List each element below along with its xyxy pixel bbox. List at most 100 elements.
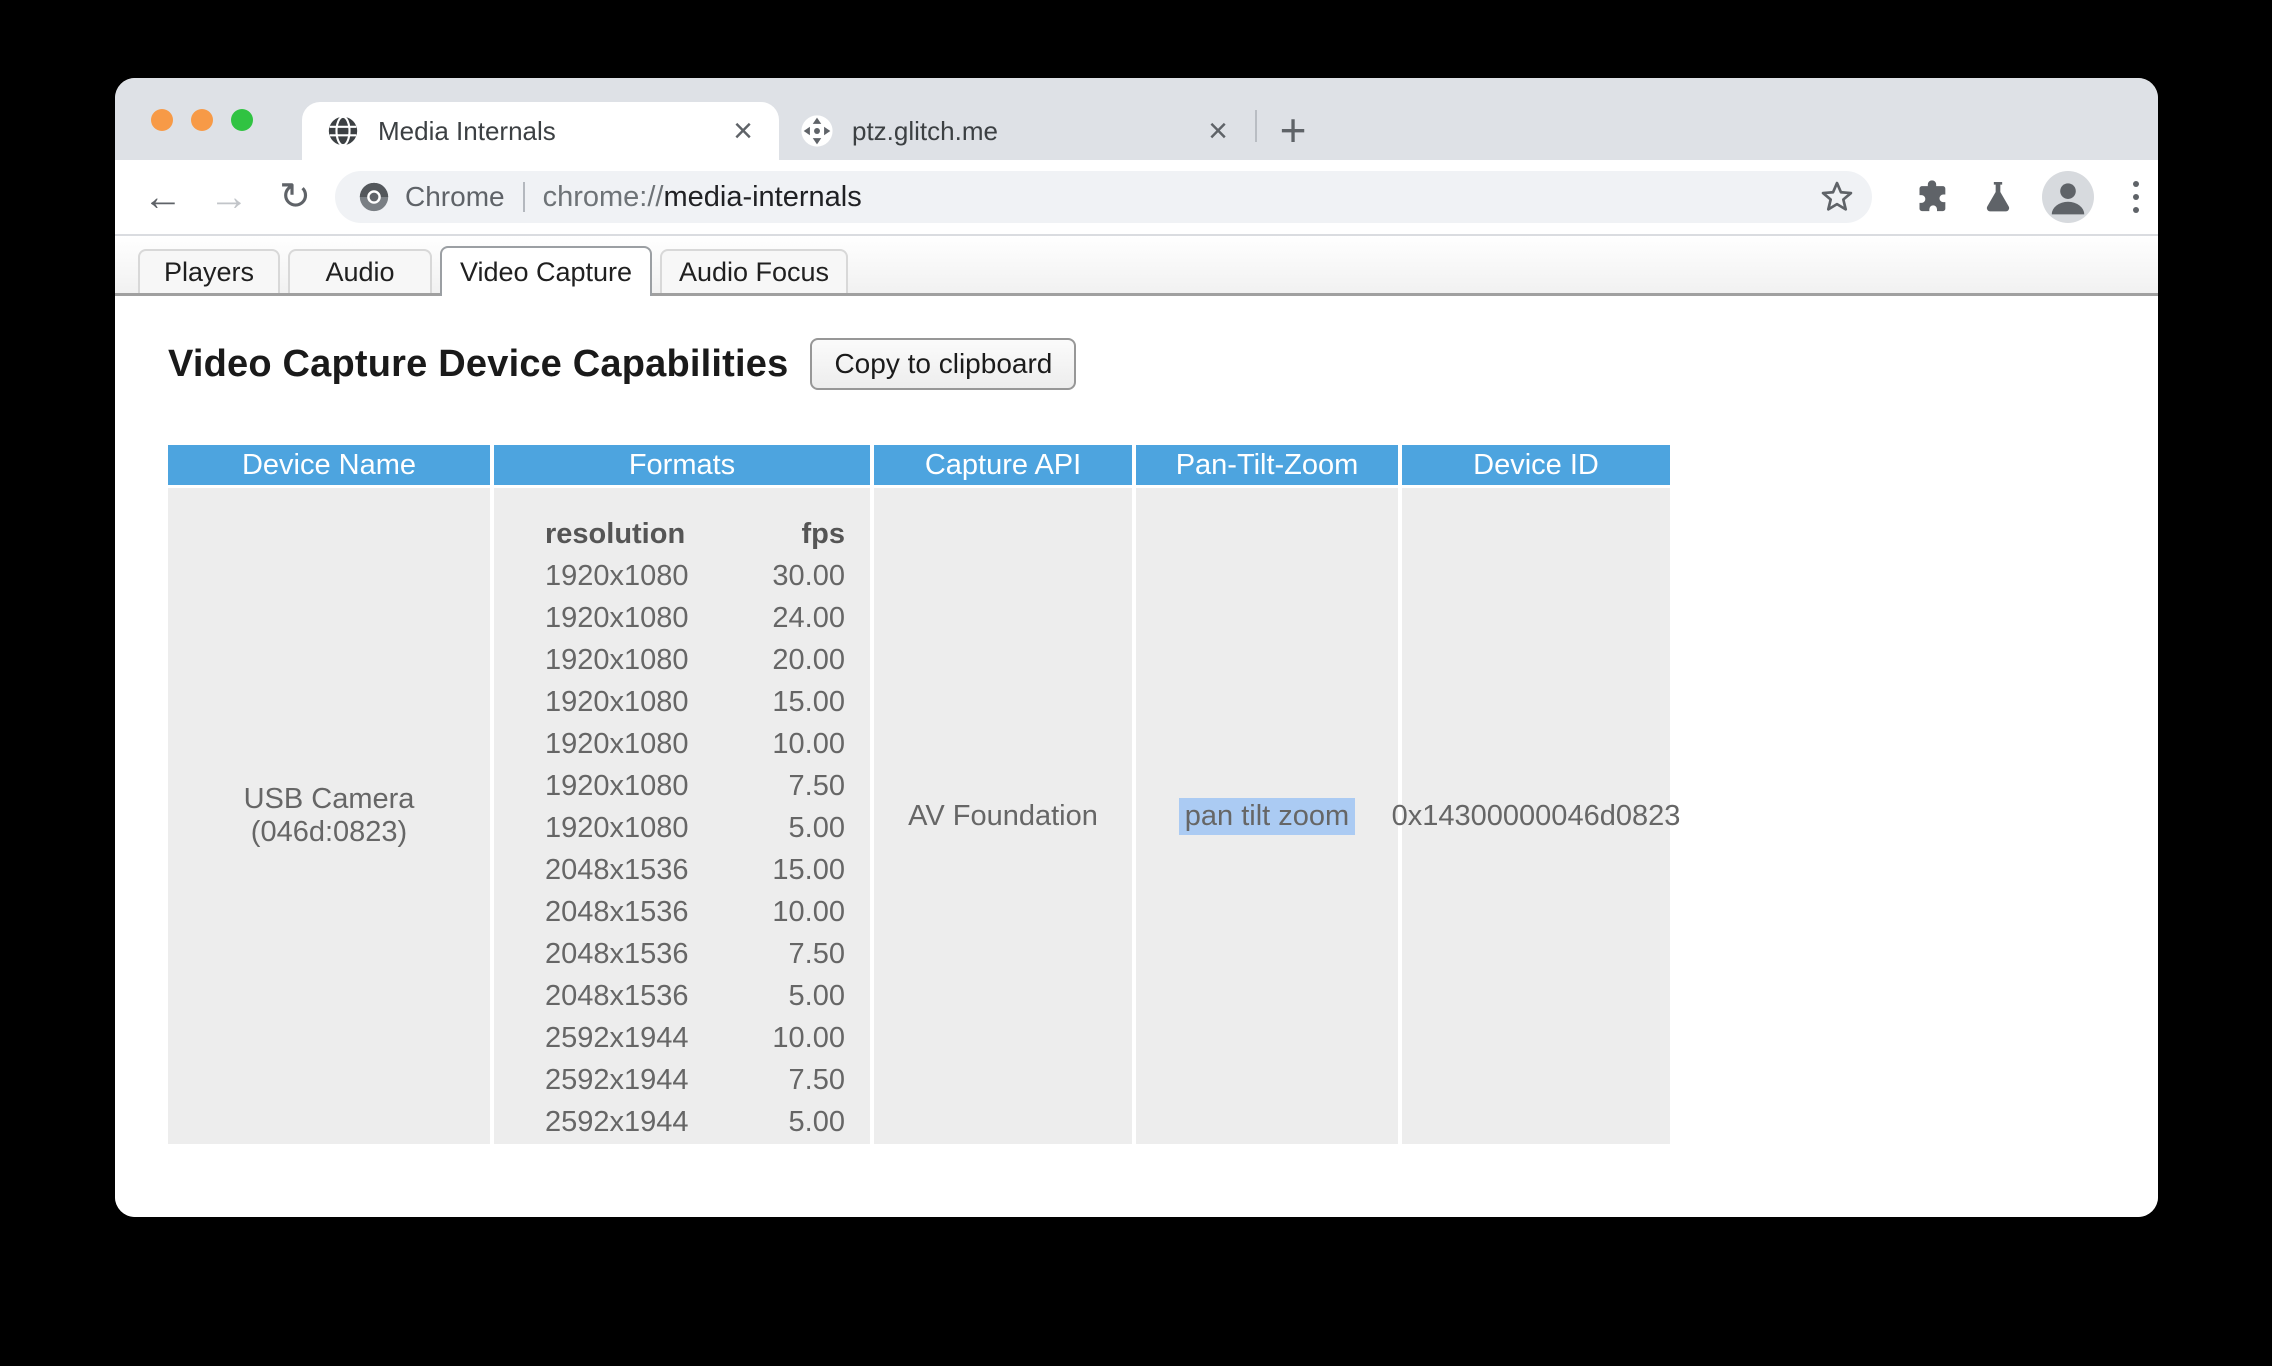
formats-resolution-header: resolution [545, 518, 686, 550]
format-fps: 24.00 [772, 602, 845, 634]
format-fps: 20.00 [772, 644, 845, 676]
column-header-device-id: Device ID [1402, 445, 1670, 485]
pan-tilt-zoom-value: pan tilt zoom [1178, 797, 1356, 835]
capabilities-table: Device Name Formats Capture API Pan-Tilt-Zo… [168, 445, 1680, 1144]
profile-avatar[interactable] [2042, 171, 2094, 223]
format-row: 1920x1080 30.00 [545, 555, 845, 597]
tab-video-capture[interactable]: Video Capture [440, 246, 652, 296]
format-resolution: 2048x1536 [545, 854, 689, 886]
format-resolution: 2048x1536 [545, 938, 689, 970]
browser-toolbar: ← → ↻ Chrome chrome://media-internals [115, 160, 2158, 234]
address-bar[interactable]: Chrome chrome://media-internals [335, 171, 1872, 223]
format-fps: 15.00 [772, 686, 845, 718]
format-resolution: 2592x1944 [545, 1064, 689, 1096]
tab-players[interactable]: Players [138, 249, 280, 293]
format-resolution: 1920x1080 [545, 560, 689, 592]
formats-header-row: resolution fps [545, 513, 845, 555]
capture-api-cell: AV Foundation [874, 488, 1132, 1144]
forward-button[interactable]: → [209, 175, 249, 219]
format-fps: 7.50 [788, 938, 845, 970]
device-name-cell: USB Camera (046d:0823) [168, 488, 490, 1144]
page-content: Players Audio Video Capture Audio Focus Vid… [115, 236, 2158, 1217]
tab-audio-focus[interactable]: Audio Focus [660, 249, 848, 293]
bookmark-star-icon[interactable] [1818, 178, 1856, 216]
chip-separator [522, 182, 525, 212]
table-header-row: Device Name Formats Capture API Pan-Tilt-Zo… [168, 445, 1670, 485]
format-row: 1920x1080 20.00 [545, 639, 845, 681]
site-chip-label: Chrome [405, 181, 505, 212]
format-row: 2048x1536 15.00 [545, 849, 845, 891]
format-row: 2592x1944 5.00 [545, 1101, 845, 1143]
experiments-flask-icon[interactable] [1978, 177, 2018, 217]
format-row: 1920x1080 7.50 [545, 765, 845, 807]
format-resolution: 2592x1944 [545, 1106, 689, 1138]
column-header-formats: Formats [494, 445, 870, 485]
format-resolution: 1920x1080 [545, 812, 689, 844]
format-fps: 30.00 [772, 560, 845, 592]
format-resolution: 1920x1080 [545, 686, 689, 718]
tab-ptz-glitch[interactable]: ptz.glitch.me × [790, 102, 1250, 160]
globe-icon [326, 114, 360, 148]
url-scheme: chrome:// [542, 180, 664, 213]
format-row: 1920x1080 24.00 [545, 597, 845, 639]
format-row: 1920x1080 15.00 [545, 681, 845, 723]
new-tab-button[interactable]: + [1267, 104, 1319, 156]
formats-cell: resolution fps 1920x1080 30.00 1920x1080 24… [494, 488, 870, 1144]
browser-menu-icon[interactable] [2124, 175, 2148, 219]
browser-window: Media Internals × ptz.glitch.me × [115, 78, 2158, 1217]
close-window-button[interactable] [151, 109, 173, 131]
copy-to-clipboard-button[interactable]: Copy to clipboard [810, 338, 1077, 390]
toolbar-divider [115, 234, 2158, 236]
format-row: 2048x1536 10.00 [545, 891, 845, 933]
column-header-pan-tilt-zoom: Pan-Tilt-Zoom [1136, 445, 1398, 485]
url-host: media-internals [663, 180, 862, 213]
format-fps: 10.00 [772, 896, 845, 928]
close-tab-icon[interactable]: × [733, 111, 753, 150]
format-row: 2592x1944 10.00 [545, 1017, 845, 1059]
format-resolution: 2592x1944 [545, 1022, 689, 1054]
tab-divider [1255, 110, 1257, 142]
format-resolution: 2048x1536 [545, 980, 689, 1012]
url-text: chrome://media-internals [543, 181, 862, 214]
format-fps: 5.00 [788, 812, 845, 844]
format-fps: 7.50 [788, 770, 845, 802]
device-id-cell: 0x14300000046d0823 [1392, 488, 1680, 1144]
format-resolution: 1920x1080 [545, 644, 689, 676]
back-button[interactable]: ← [143, 175, 183, 219]
format-row: 2048x1536 7.50 [545, 933, 845, 975]
format-fps: 7.50 [788, 1064, 845, 1096]
tab-media-internals[interactable]: Media Internals × [302, 102, 779, 160]
tab-audio[interactable]: Audio [288, 249, 432, 293]
tab-strip: Media Internals × ptz.glitch.me × [115, 78, 2158, 160]
tab-title: ptz.glitch.me [852, 115, 998, 146]
column-header-capture-api: Capture API [874, 445, 1132, 485]
format-fps: 5.00 [788, 1106, 845, 1138]
reload-button[interactable]: ↻ [279, 176, 311, 218]
extensions-puzzle-icon[interactable] [1912, 177, 1952, 217]
media-internals-tab-strip: Players Audio Video Capture Audio Focus [115, 236, 2158, 296]
format-fps: 10.00 [772, 1022, 845, 1054]
format-resolution: 2048x1536 [545, 896, 689, 928]
pan-tilt-zoom-cell: pan tilt zoom [1136, 488, 1398, 1144]
pan-tilt-zoom-icon [800, 114, 834, 148]
format-row: 2048x1536 5.00 [545, 975, 845, 1017]
close-tab-icon[interactable]: × [1208, 111, 1228, 150]
format-fps: 10.00 [772, 728, 845, 760]
page-header: Video Capture Device Capabilities Copy t… [168, 338, 2158, 390]
format-resolution: 1920x1080 [545, 602, 689, 634]
page-title: Video Capture Device Capabilities [168, 342, 789, 385]
window-controls [151, 109, 253, 131]
tab-title: Media Internals [378, 115, 556, 146]
format-resolution: 1920x1080 [545, 728, 689, 760]
formats-fps-header: fps [801, 518, 846, 550]
format-row: 1920x1080 10.00 [545, 723, 845, 765]
format-row: 1920x1080 5.00 [545, 807, 845, 849]
table-row: USB Camera (046d:0823) resolution fps 19… [168, 488, 1680, 1144]
format-fps: 5.00 [788, 980, 845, 1012]
minimize-window-button[interactable] [191, 109, 213, 131]
format-resolution: 1920x1080 [545, 770, 689, 802]
format-row: 2592x1944 7.50 [545, 1059, 845, 1101]
zoom-window-button[interactable] [231, 109, 253, 131]
column-header-device-name: Device Name [168, 445, 490, 485]
chrome-logo-icon [357, 180, 391, 214]
